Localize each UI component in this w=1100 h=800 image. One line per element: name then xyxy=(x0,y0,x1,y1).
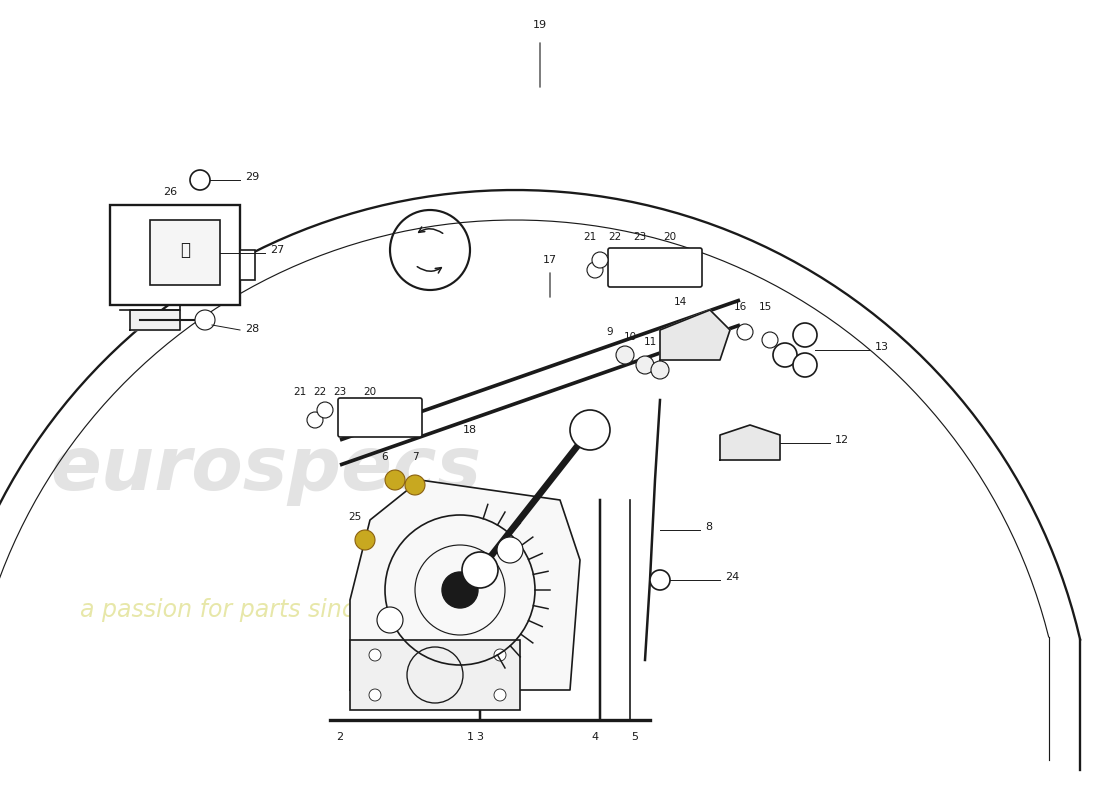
Text: 25: 25 xyxy=(349,512,362,522)
Circle shape xyxy=(368,649,381,661)
Circle shape xyxy=(405,475,425,495)
Text: 19: 19 xyxy=(532,20,547,30)
Text: 23: 23 xyxy=(333,387,346,397)
Circle shape xyxy=(494,689,506,701)
Text: 8: 8 xyxy=(705,522,712,532)
Text: 20: 20 xyxy=(663,232,676,242)
Text: 13: 13 xyxy=(874,342,889,352)
Text: 23: 23 xyxy=(634,232,647,242)
Polygon shape xyxy=(660,310,730,360)
Circle shape xyxy=(195,310,214,330)
Text: 3: 3 xyxy=(476,732,484,742)
Text: a passion for parts since 1985: a passion for parts since 1985 xyxy=(80,598,437,622)
Circle shape xyxy=(793,353,817,377)
Circle shape xyxy=(651,361,669,379)
Text: 26: 26 xyxy=(163,187,177,197)
Text: 1: 1 xyxy=(466,732,473,742)
Text: 17: 17 xyxy=(543,255,557,265)
Text: 20: 20 xyxy=(363,387,376,397)
Circle shape xyxy=(307,412,323,428)
Circle shape xyxy=(462,552,498,588)
Text: 5: 5 xyxy=(631,732,638,742)
Text: 11: 11 xyxy=(644,337,657,347)
Polygon shape xyxy=(720,425,780,460)
Bar xyxy=(150,220,220,285)
Text: 12: 12 xyxy=(835,435,849,445)
Text: ⎓: ⎓ xyxy=(180,241,190,259)
FancyBboxPatch shape xyxy=(338,398,422,437)
Bar xyxy=(350,640,520,710)
Circle shape xyxy=(793,323,817,347)
Text: 10: 10 xyxy=(624,332,637,342)
Text: 4: 4 xyxy=(592,732,598,742)
FancyBboxPatch shape xyxy=(608,248,702,287)
Circle shape xyxy=(592,252,608,268)
Text: eurospecs: eurospecs xyxy=(50,434,481,506)
Circle shape xyxy=(377,607,403,633)
Circle shape xyxy=(497,537,522,563)
Circle shape xyxy=(762,332,778,348)
Text: 2: 2 xyxy=(337,732,343,742)
Circle shape xyxy=(494,649,506,661)
Text: 14: 14 xyxy=(673,297,686,307)
Circle shape xyxy=(442,572,478,608)
Text: 16: 16 xyxy=(734,302,747,312)
Circle shape xyxy=(368,689,381,701)
Text: 22: 22 xyxy=(608,232,622,242)
Circle shape xyxy=(190,170,210,190)
Text: 7: 7 xyxy=(411,452,418,462)
Circle shape xyxy=(587,262,603,278)
Text: 9: 9 xyxy=(607,327,614,337)
Text: 18: 18 xyxy=(463,425,477,435)
Circle shape xyxy=(773,343,798,367)
Text: 24: 24 xyxy=(725,572,739,582)
Circle shape xyxy=(737,324,754,340)
Circle shape xyxy=(570,410,611,450)
Text: 6: 6 xyxy=(382,452,388,462)
Text: 21: 21 xyxy=(294,387,307,397)
Text: 22: 22 xyxy=(314,387,327,397)
Polygon shape xyxy=(350,480,580,690)
Circle shape xyxy=(616,346,634,364)
Circle shape xyxy=(355,530,375,550)
Text: 29: 29 xyxy=(245,172,260,182)
Circle shape xyxy=(650,570,670,590)
Polygon shape xyxy=(130,310,180,330)
Circle shape xyxy=(317,402,333,418)
Text: 27: 27 xyxy=(270,245,284,255)
Bar xyxy=(240,250,255,280)
Text: 21: 21 xyxy=(583,232,596,242)
Circle shape xyxy=(636,356,654,374)
Circle shape xyxy=(385,470,405,490)
Text: 28: 28 xyxy=(245,324,260,334)
Text: 15: 15 xyxy=(758,302,771,312)
Bar xyxy=(110,205,240,305)
